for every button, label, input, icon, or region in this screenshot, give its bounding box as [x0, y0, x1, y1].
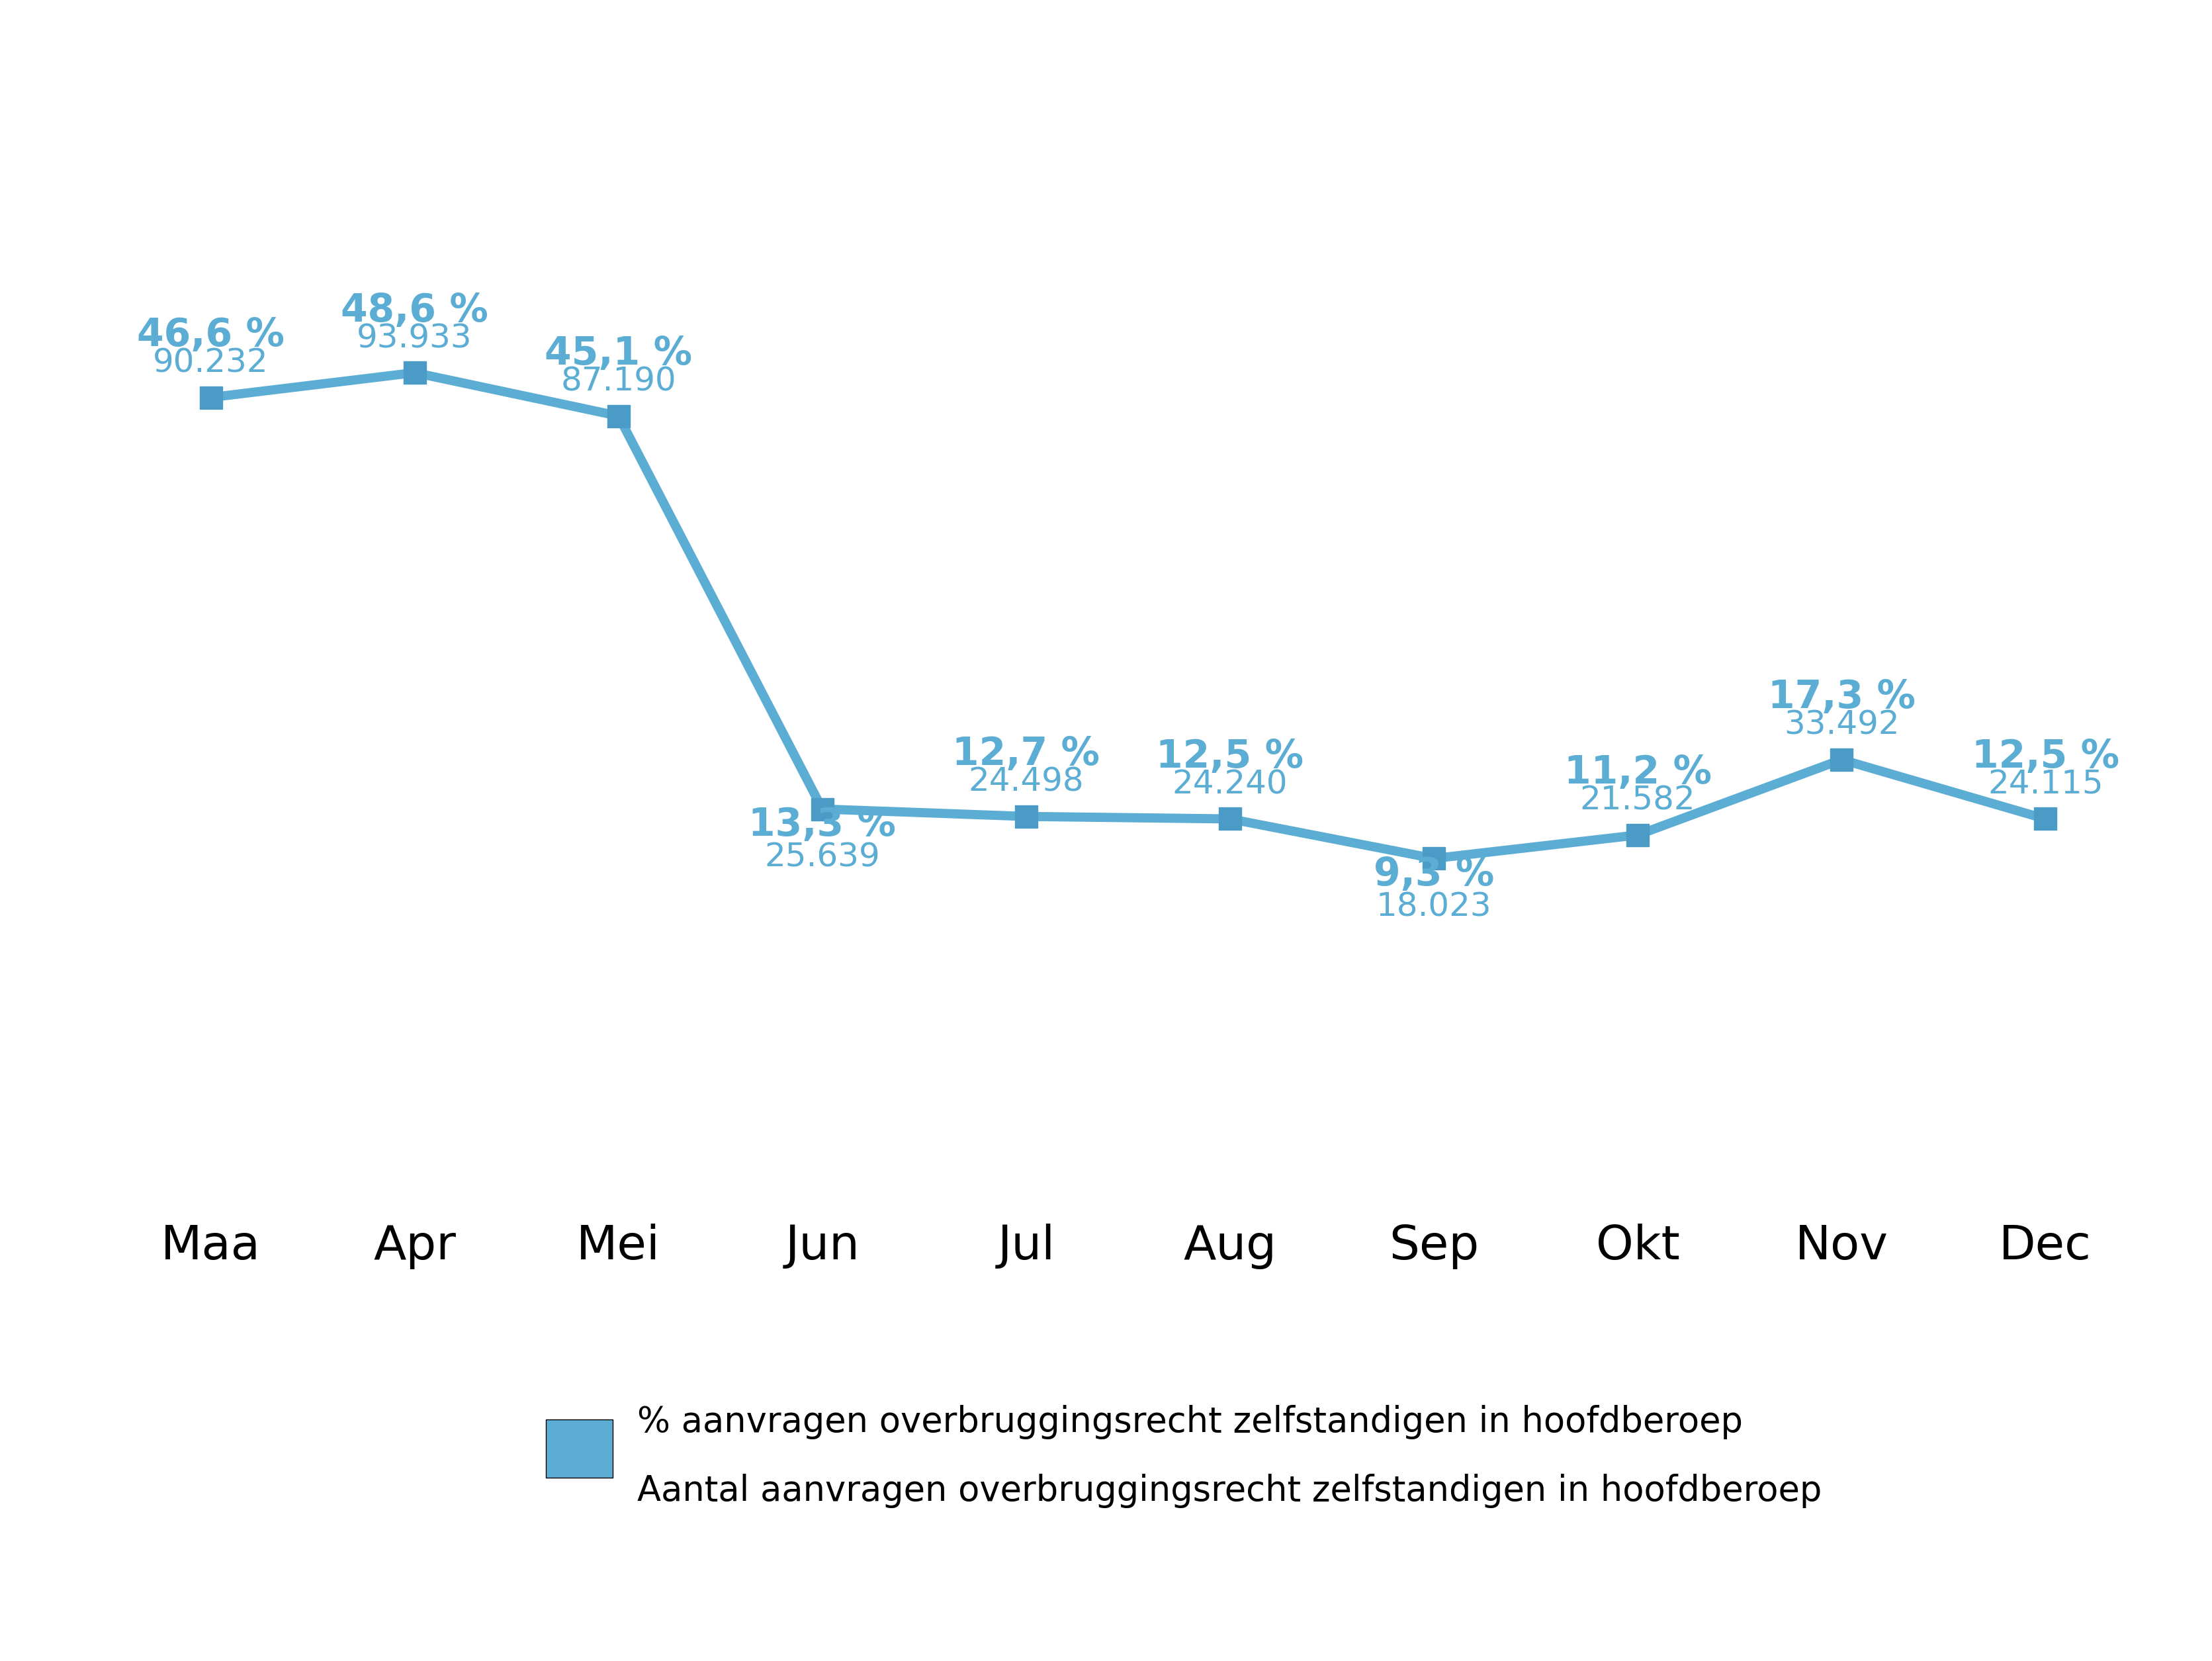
Text: 11,2 %: 11,2 % [1564, 754, 1712, 792]
Text: 21.582: 21.582 [1579, 784, 1697, 817]
Text: 24.498: 24.498 [969, 766, 1084, 797]
Text: 46,6 %: 46,6 % [137, 317, 285, 354]
Text: 33.492: 33.492 [1783, 709, 1900, 741]
Text: 12,5 %: 12,5 % [1157, 737, 1303, 776]
Text: 93.933: 93.933 [356, 322, 473, 354]
Text: 87.190: 87.190 [560, 365, 677, 397]
Text: 45,1 %: 45,1 % [544, 336, 692, 372]
Text: 90.232: 90.232 [153, 347, 268, 379]
Text: 17,3 %: 17,3 % [1767, 679, 1916, 716]
Text: 13,3 %: 13,3 % [748, 806, 896, 844]
Text: % aanvragen overbruggingsrecht zelfstandigen in hoofdberoep: % aanvragen overbruggingsrecht zelfstand… [637, 1405, 1743, 1438]
Text: 25.639: 25.639 [765, 842, 880, 874]
Text: 24.240: 24.240 [1172, 769, 1287, 801]
Text: Aantal aanvragen overbruggingsrecht zelfstandigen in hoofdberoep: Aantal aanvragen overbruggingsrecht zelf… [637, 1473, 1823, 1508]
FancyBboxPatch shape [546, 1418, 613, 1478]
Text: 9,3 %: 9,3 % [1374, 855, 1495, 894]
Text: 12,5 %: 12,5 % [1971, 737, 2119, 776]
Text: 48,6 %: 48,6 % [341, 292, 489, 329]
Text: 12,7 %: 12,7 % [953, 736, 1099, 772]
Text: 18.023: 18.023 [1376, 890, 1491, 924]
Text: 24.115: 24.115 [1989, 769, 2104, 801]
